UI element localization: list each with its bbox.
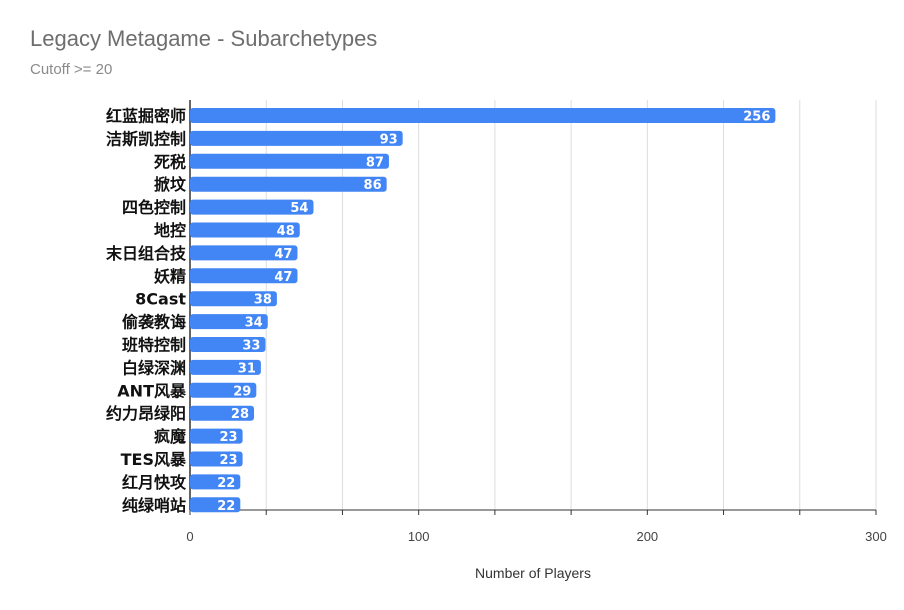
category-label: 白绿深渊 <box>122 358 186 377</box>
data-label: 93 <box>380 132 398 147</box>
category-label: 8Cast <box>135 290 186 309</box>
bar <box>190 130 403 146</box>
data-label: 256 <box>743 110 770 125</box>
category-label: 洁斯凯控制 <box>106 129 186 148</box>
data-label: 28 <box>231 407 249 422</box>
bar <box>190 153 389 169</box>
category-label: 疯魔 <box>154 427 187 446</box>
category-label: 偷袭教诲 <box>122 313 186 332</box>
category-label: 班特控制 <box>122 336 186 355</box>
chart-title: Legacy Metagame - Subarchetypes <box>30 26 378 51</box>
bar <box>190 108 776 123</box>
category-label: 妖精 <box>154 267 186 286</box>
x-tick-label: 0 <box>186 529 193 544</box>
category-label: 红蓝掘密师 <box>106 107 186 126</box>
bar <box>190 405 255 421</box>
category-label: 死税 <box>154 152 186 171</box>
bar <box>190 337 266 352</box>
category-label: 四色控制 <box>122 198 186 217</box>
data-label: 47 <box>274 247 292 262</box>
category-label: TES风暴 <box>121 450 187 469</box>
data-label: 86 <box>364 178 382 193</box>
bar <box>190 199 314 215</box>
category-label: 掀坟 <box>154 175 186 194</box>
data-label: 54 <box>290 201 308 216</box>
data-label: 33 <box>242 339 260 354</box>
data-label: 47 <box>274 270 292 285</box>
category-label: ANT风暴 <box>117 381 187 400</box>
category-label: 纯绿哨站 <box>122 496 186 515</box>
bar <box>190 359 261 375</box>
bar <box>190 382 257 398</box>
bar <box>190 428 243 444</box>
data-label: 22 <box>217 499 235 514</box>
data-label: 23 <box>219 430 237 445</box>
bar <box>190 497 241 513</box>
bar <box>190 474 241 490</box>
category-label: 地控 <box>154 221 186 240</box>
data-label: 31 <box>238 361 256 376</box>
chart-subtitle: Cutoff >= 20 <box>30 61 113 78</box>
category-label: 红月快攻 <box>122 473 187 492</box>
bar <box>190 451 243 467</box>
category-label: 末日组合技 <box>106 244 187 263</box>
bar <box>190 268 298 284</box>
bar <box>190 245 298 261</box>
data-label: 23 <box>219 453 237 468</box>
data-label: 29 <box>233 384 251 399</box>
data-label: 22 <box>217 476 235 491</box>
bar <box>190 314 268 330</box>
x-tick-label: 300 <box>865 529 887 544</box>
bar <box>190 176 387 192</box>
category-label: 约力昂绿阳 <box>106 404 186 423</box>
data-label: 34 <box>245 316 263 331</box>
data-label: 48 <box>277 224 295 239</box>
bar <box>190 291 277 307</box>
data-label: 87 <box>366 155 384 170</box>
bar <box>190 222 300 238</box>
x-axis-label: Number of Players <box>475 565 591 581</box>
x-tick-label: 100 <box>408 529 430 544</box>
data-label: 38 <box>254 293 272 308</box>
x-tick-label: 200 <box>636 529 658 544</box>
